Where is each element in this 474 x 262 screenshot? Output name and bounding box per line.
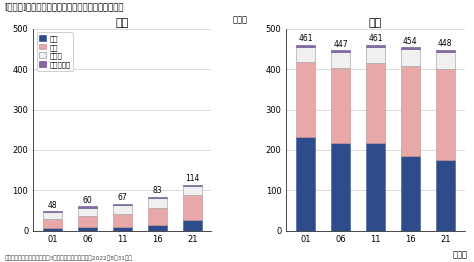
Bar bbox=[401, 156, 420, 231]
Legend: 家事, 育児, 買い物, 介護・看護: 家事, 育児, 買い物, 介護・看護 bbox=[36, 32, 73, 70]
Bar bbox=[296, 45, 315, 47]
Bar bbox=[401, 50, 420, 66]
Text: 448: 448 bbox=[438, 39, 453, 48]
Bar bbox=[366, 63, 385, 143]
Bar bbox=[43, 211, 62, 212]
Bar bbox=[331, 143, 350, 231]
Bar bbox=[436, 52, 455, 69]
Title: 女性: 女性 bbox=[369, 18, 382, 28]
Text: 48: 48 bbox=[47, 201, 57, 210]
Bar bbox=[113, 214, 132, 227]
Bar bbox=[436, 160, 455, 231]
Text: 60: 60 bbox=[82, 196, 92, 205]
Bar bbox=[366, 47, 385, 63]
Text: 461: 461 bbox=[298, 34, 313, 43]
Bar bbox=[296, 137, 315, 231]
Bar bbox=[182, 184, 202, 186]
Bar bbox=[43, 212, 62, 219]
Text: [図表２]６歳未満の子供を持つ夫婦の家事関連時間: [図表２]６歳未満の子供を持つ夫婦の家事関連時間 bbox=[5, 3, 124, 12]
Text: （分）: （分） bbox=[233, 16, 248, 25]
Bar bbox=[78, 216, 97, 227]
Title: 男性: 男性 bbox=[116, 18, 129, 28]
Bar bbox=[78, 227, 97, 231]
Bar bbox=[147, 225, 167, 231]
Bar bbox=[331, 52, 350, 68]
Bar bbox=[78, 206, 97, 208]
Bar bbox=[43, 219, 62, 228]
Bar bbox=[147, 197, 167, 198]
Bar bbox=[182, 186, 202, 195]
Bar bbox=[331, 68, 350, 143]
Text: 114: 114 bbox=[185, 174, 200, 183]
Bar bbox=[436, 69, 455, 160]
Bar bbox=[78, 208, 97, 216]
Bar bbox=[113, 227, 132, 231]
Bar bbox=[296, 47, 315, 62]
Text: 67: 67 bbox=[118, 193, 127, 202]
Text: 83: 83 bbox=[153, 187, 162, 195]
Text: （資料）総務省統計局「令和3年社会生活基本調査」（2022年8月31日）: （資料）総務省統計局「令和3年社会生活基本調査」（2022年8月31日） bbox=[5, 255, 133, 261]
Bar bbox=[147, 198, 167, 208]
Bar bbox=[113, 205, 132, 214]
Bar bbox=[113, 204, 132, 205]
Bar bbox=[182, 195, 202, 221]
Text: 454: 454 bbox=[403, 37, 418, 46]
Bar bbox=[331, 50, 350, 52]
Bar bbox=[401, 47, 420, 50]
Bar bbox=[43, 228, 62, 231]
Bar bbox=[147, 208, 167, 225]
Text: 447: 447 bbox=[333, 40, 348, 48]
Text: （年）: （年） bbox=[453, 251, 468, 260]
Bar bbox=[296, 62, 315, 137]
Text: 461: 461 bbox=[368, 34, 383, 43]
Bar bbox=[436, 50, 455, 52]
Bar bbox=[366, 45, 385, 47]
Bar bbox=[366, 143, 385, 231]
Bar bbox=[182, 221, 202, 231]
Bar bbox=[401, 66, 420, 156]
